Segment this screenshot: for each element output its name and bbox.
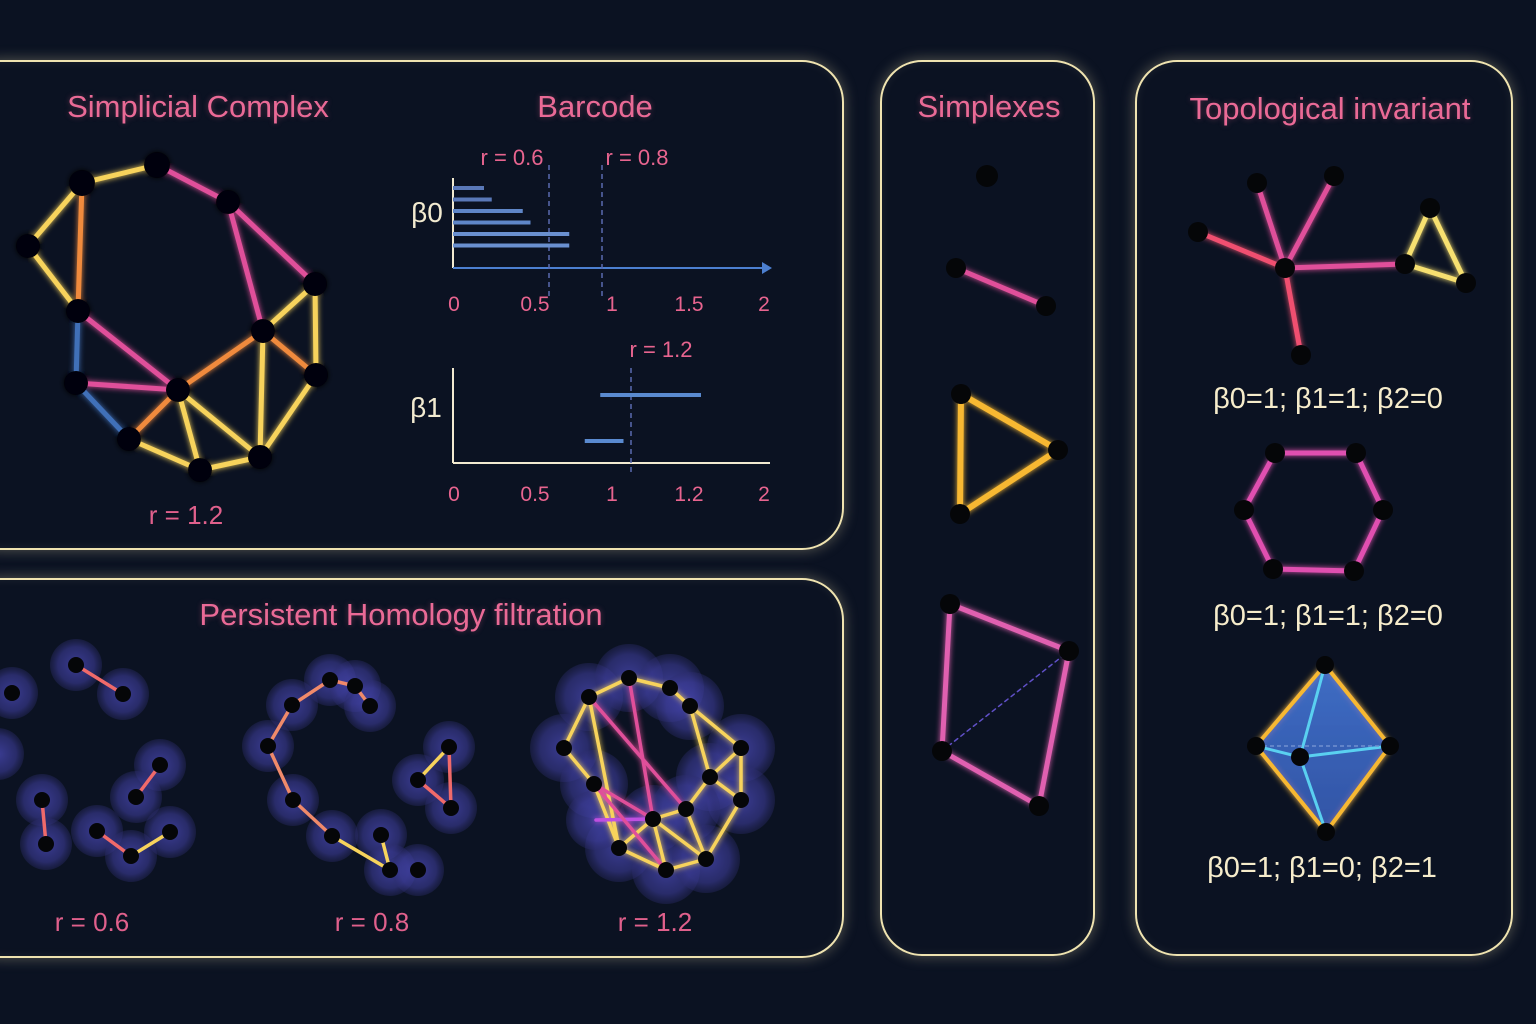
b1-tick: 1 (606, 483, 618, 506)
filtration-stage-label: r = 0.8 (334, 907, 410, 937)
simplexes-title: Simplexes (917, 89, 1061, 124)
filtration-stage-0-6 (0, 639, 196, 882)
beta1-axis-label: β1 (410, 392, 442, 423)
filtration-stage-1-2 (530, 644, 775, 904)
filtration-stage-0-8 (242, 654, 477, 896)
invariants-panel (1135, 60, 1513, 956)
barcode-title: Barcode (537, 89, 653, 124)
b1-tick: 0 (448, 483, 460, 506)
filtration-title: Persistent Homology filtration (199, 597, 603, 632)
simplicial-complex-panel (0, 60, 844, 550)
b0-tick: 0 (448, 293, 460, 316)
simplicial-complex-graph (16, 152, 328, 482)
barcode-beta0-chart (452, 165, 772, 300)
b0-tick: 1.5 (674, 293, 704, 316)
barcode-mark-1-2: r = 1.2 (629, 337, 693, 362)
simplicial-complex-title: Simplicial Complex (67, 89, 329, 124)
barcode-mark-0-8: r = 0.8 (605, 145, 669, 170)
filtration-stage-label: r = 0.6 (54, 907, 130, 937)
complex-radius-label: r = 1.2 (148, 500, 224, 530)
b0-tick: 0.5 (520, 293, 550, 316)
simplex-examples (932, 165, 1079, 816)
invariants-title: Topological invariant (1189, 91, 1471, 126)
b0-tick: 2 (758, 293, 770, 316)
invariant-betti-label: β0=1; β1=1; β2=0 (1213, 383, 1443, 415)
invariant-betti-label: β0=1; β1=1; β2=0 (1213, 600, 1443, 632)
invariant-hexagon (1234, 443, 1393, 581)
invariant-octahedron (1247, 656, 1399, 841)
invariant-betti-label: β0=1; β1=0; β2=1 (1207, 852, 1437, 884)
invariant-tree-triangle (1188, 166, 1476, 365)
simplexes-panel (880, 60, 1095, 956)
b1-tick: 1.2 (674, 483, 704, 506)
b1-tick: 0.5 (520, 483, 550, 506)
b1-tick: 2 (758, 483, 770, 506)
filtration-stage-label: r = 1.2 (617, 907, 693, 937)
filtration-panel (0, 578, 844, 958)
barcode-beta1-chart (452, 368, 770, 475)
b0-tick: 1 (606, 293, 618, 316)
beta0-axis-label: β0 (411, 197, 443, 228)
barcode-mark-0-6: r = 0.6 (480, 145, 544, 170)
